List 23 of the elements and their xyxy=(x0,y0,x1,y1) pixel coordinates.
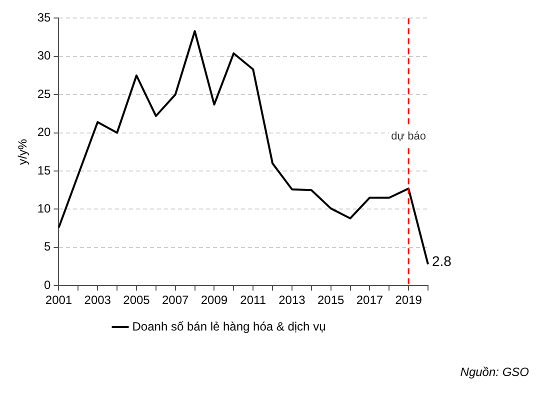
x-tick-label: 2011 xyxy=(240,293,266,308)
x-tick-label: 2015 xyxy=(317,293,344,308)
x-tick-label: 2017 xyxy=(356,293,384,308)
x-tick-label: 2001 xyxy=(45,293,72,308)
y-tick-label: 30 xyxy=(37,48,52,63)
data-label: 2.8 xyxy=(432,253,452,270)
legend-label: Doanh số bán lẻ hàng hóa & dịch vụ xyxy=(132,319,326,334)
x-tick-label: 2005 xyxy=(123,293,150,308)
text: Nguồn: GSO xyxy=(459,365,530,379)
x-tick-label: 2013 xyxy=(278,293,306,308)
y-tick-label: 20 xyxy=(37,125,52,140)
x-tick-label: 2019 xyxy=(395,293,422,308)
y-tick-label: 5 xyxy=(44,240,52,254)
y-tick-label: 15 xyxy=(37,163,52,178)
y-tick-label: 10 xyxy=(37,202,52,216)
x-tick-label: 2007 xyxy=(162,293,190,308)
x-tick-label: 2003 xyxy=(84,293,112,308)
y-tick-label: 35 xyxy=(37,10,52,25)
y-axis-title: y/y% xyxy=(16,138,30,165)
ref-line-label: dự báo xyxy=(391,130,426,143)
y-tick-label: 0 xyxy=(44,278,52,292)
y-tick-label: 25 xyxy=(37,86,52,101)
x-tick-label: 2009 xyxy=(200,293,228,308)
